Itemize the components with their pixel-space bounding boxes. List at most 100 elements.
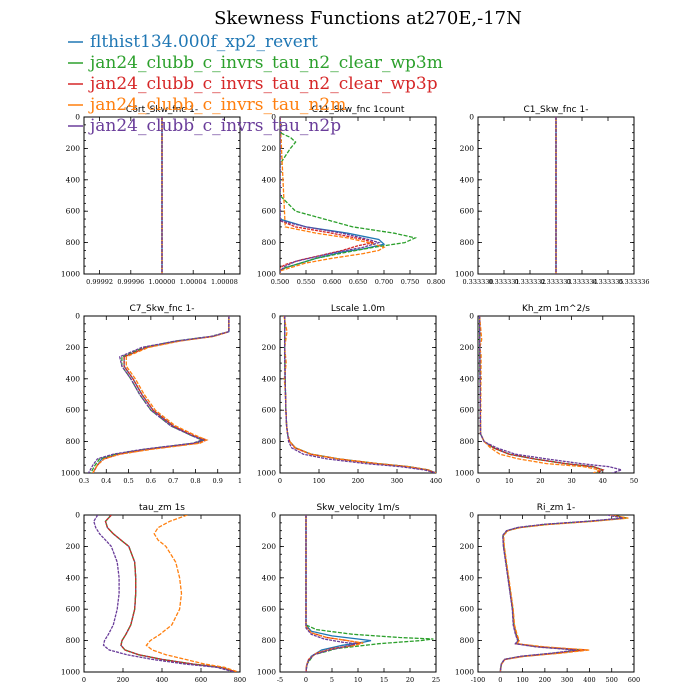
panel-frame [83, 315, 241, 474]
x-tick-label: 100 [516, 676, 528, 684]
x-tick-label: 0.750 [401, 278, 420, 286]
x-tick-label: 0.550 [297, 278, 316, 286]
y-tick-label: 400 [66, 573, 81, 582]
panel-title: C1_Skw_fnc 1- [524, 105, 589, 115]
x-tick-label: 0 [82, 676, 86, 684]
y-tick-label: 400 [262, 175, 277, 184]
y-tick-label: 200 [460, 542, 475, 551]
y-tick-label: 600 [460, 406, 475, 415]
x-tick-label: 400 [583, 676, 595, 684]
series-line-1 [104, 515, 237, 672]
y-tick-label: 1000 [455, 469, 474, 478]
y-tick-label: 200 [460, 343, 475, 352]
series-line-2 [280, 117, 418, 274]
series-line-4 [478, 316, 602, 473]
x-tick-label: 200 [352, 477, 364, 485]
panel-series [499, 515, 629, 672]
x-tick-label: 1.00000 [149, 278, 176, 286]
x-tick-label: 0.333334 [566, 278, 597, 286]
series-line-4 [283, 316, 436, 473]
series-line-2 [104, 515, 237, 672]
x-tick-label: 1.00008 [211, 278, 238, 286]
y-tick-label: 0 [271, 511, 276, 520]
x-tick-label: 0 [476, 477, 480, 485]
x-tick-label: 0.7 [168, 477, 178, 485]
series-line-4 [305, 515, 364, 672]
series-line-1 [284, 316, 436, 473]
series-line-3 [92, 316, 230, 473]
x-tick-label: 0 [304, 676, 308, 684]
x-tick-label: 200 [539, 676, 551, 684]
y-tick-label: 200 [460, 144, 475, 153]
x-tick-label: 100 [313, 477, 325, 485]
series-line-5 [499, 515, 624, 672]
panel-frame [279, 116, 437, 275]
y-tick-label: 400 [66, 175, 81, 184]
y-tick-label: 800 [460, 437, 475, 446]
x-tick-label: 0 [498, 676, 502, 684]
legend-label: jan24_clubb_c_invrs_tau_n2p [88, 116, 341, 136]
x-tick-label: 0 [278, 477, 282, 485]
y-tick-label: 1000 [61, 270, 80, 279]
panel-title: Ri_zm 1- [537, 503, 576, 513]
panel-series [305, 515, 434, 672]
series-line-2 [305, 515, 434, 672]
y-tick-label: 800 [66, 636, 81, 645]
y-tick-label: 0 [469, 312, 474, 321]
x-tick-label: 0.800 [427, 278, 446, 286]
x-tick-label: 0.333333 [540, 278, 571, 286]
panel-2: C11_Skw_fnc 1count 0 200 400 600 800 10000.500… [257, 105, 445, 286]
y-tick-label: 1000 [257, 668, 276, 677]
series-line-2 [90, 316, 230, 473]
x-tick-label: 0.8 [190, 477, 200, 485]
panel-8: Skw_velocity 1m/s 0 200 400 600 800 1000-5 0 5 10… [257, 503, 440, 684]
y-tick-label: 600 [66, 207, 81, 216]
y-tick-label: 600 [66, 605, 81, 614]
y-tick-label: 800 [262, 437, 277, 446]
y-tick-label: 0 [75, 511, 80, 520]
y-tick-label: 800 [262, 238, 277, 247]
series-line-4 [145, 515, 239, 672]
x-tick-label: 300 [391, 477, 403, 485]
x-tick-label: 20 [536, 477, 544, 485]
x-tick-label: 10 [354, 676, 362, 684]
panel-1: C6rt_Skw_fnc 1- 0 200 400 600 800 1000 0.99992 0… [61, 105, 241, 286]
y-tick-label: 800 [262, 636, 277, 645]
figure-title: Skewness Functions at270E,-17N [214, 8, 522, 29]
series-line-3 [478, 316, 605, 473]
y-tick-label: 1000 [455, 668, 474, 677]
panel-title: tau_zm 1s [139, 503, 185, 513]
panel-title: C6rt_Skw_fnc 1- [126, 105, 198, 115]
panel-frame [279, 315, 437, 474]
y-tick-label: 1000 [61, 469, 80, 478]
y-tick-label: 200 [66, 343, 81, 352]
y-tick-label: 400 [460, 374, 475, 383]
panel-series [478, 316, 624, 473]
y-tick-label: 400 [262, 573, 277, 582]
x-tick-label: 25 [432, 676, 440, 684]
x-tick-label: 5 [330, 676, 334, 684]
x-tick-label: 0.650 [349, 278, 368, 286]
y-tick-label: 0 [75, 113, 80, 122]
y-tick-label: 1000 [455, 270, 474, 279]
series-line-5 [305, 515, 356, 672]
series-line-5 [87, 316, 230, 473]
legend-label: jan24_clubb_c_invrs_tau_n2_clear_wp3p [88, 74, 438, 94]
x-tick-label: 400 [156, 676, 168, 684]
x-tick-label: 0.99992 [86, 278, 113, 286]
panel-series [283, 316, 436, 473]
y-tick-label: 800 [460, 636, 475, 645]
y-tick-label: 800 [66, 238, 81, 247]
panel-frame [279, 514, 437, 673]
x-tick-label: 20 [406, 676, 414, 684]
y-tick-label: 200 [262, 343, 277, 352]
x-tick-label: 0.6 [146, 477, 156, 485]
x-tick-label: 30 [567, 477, 575, 485]
series-line-4 [92, 316, 230, 473]
panel-3: C1_Skw_fnc 1-020040060080010000.3333300.… [455, 105, 650, 286]
